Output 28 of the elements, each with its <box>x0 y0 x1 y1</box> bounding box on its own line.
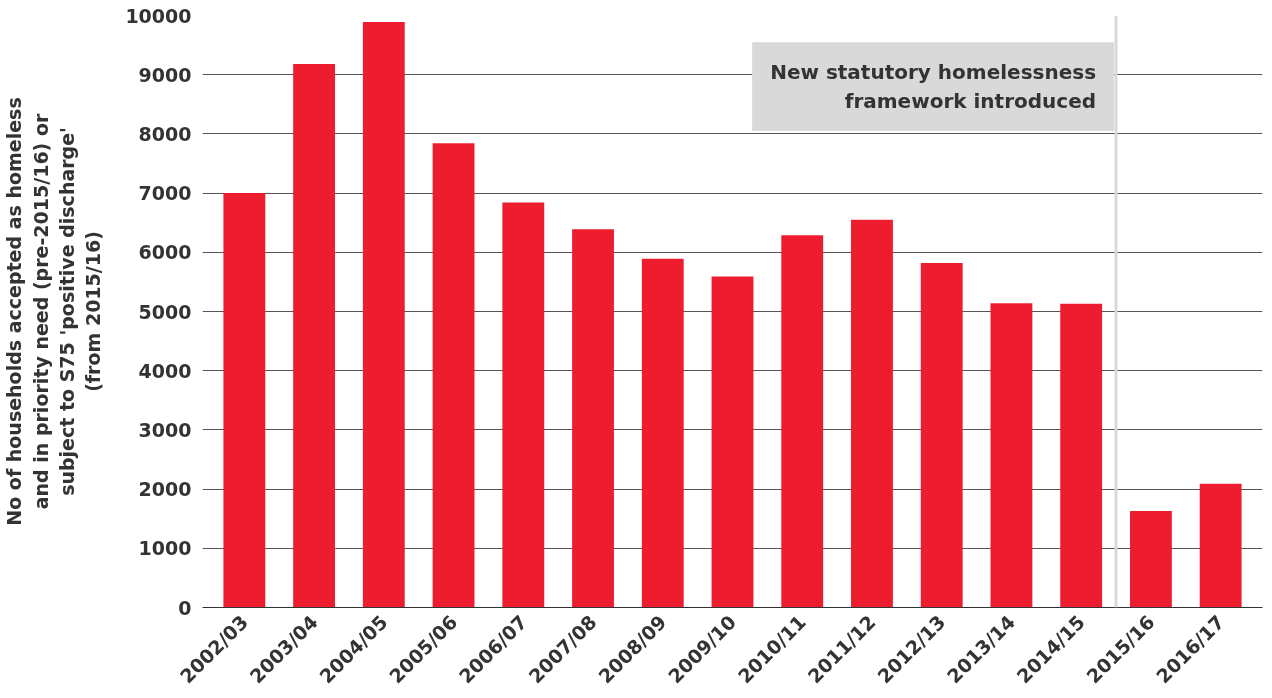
bar <box>711 276 754 608</box>
y-tick-label: 10000 <box>125 4 192 27</box>
y-tick-label: 6000 <box>138 241 192 264</box>
bar <box>1130 511 1172 608</box>
y-tick-label: 2000 <box>138 478 192 501</box>
bar <box>362 22 405 608</box>
y-tick-label: 1000 <box>138 537 192 560</box>
bar <box>990 303 1033 608</box>
bar <box>851 219 893 608</box>
y-axis-title: No of households accepted as homeless and in priority need (pre-2015/16) or subject to S75 'positive discharge' (from 2015/16) <box>3 97 105 526</box>
y-tick-label: 7000 <box>138 182 192 205</box>
bar <box>293 64 335 608</box>
y-tick-label: 4000 <box>138 359 192 382</box>
bar <box>1199 483 1242 608</box>
y-tick-label: 3000 <box>138 418 192 441</box>
bar <box>502 202 545 608</box>
ref-line-label: New statutory homelessness framework introduced <box>770 60 1097 113</box>
bar <box>920 262 963 608</box>
y-tick-label: 8000 <box>138 122 192 145</box>
bar <box>432 143 475 608</box>
bar <box>223 193 266 608</box>
bar <box>1060 303 1103 608</box>
bar <box>781 235 824 608</box>
bar <box>572 229 614 608</box>
y-tick-label: 0 <box>178 596 192 619</box>
bar <box>641 258 684 608</box>
y-tick-label: 9000 <box>138 63 192 86</box>
y-tick-label: 5000 <box>138 300 192 323</box>
